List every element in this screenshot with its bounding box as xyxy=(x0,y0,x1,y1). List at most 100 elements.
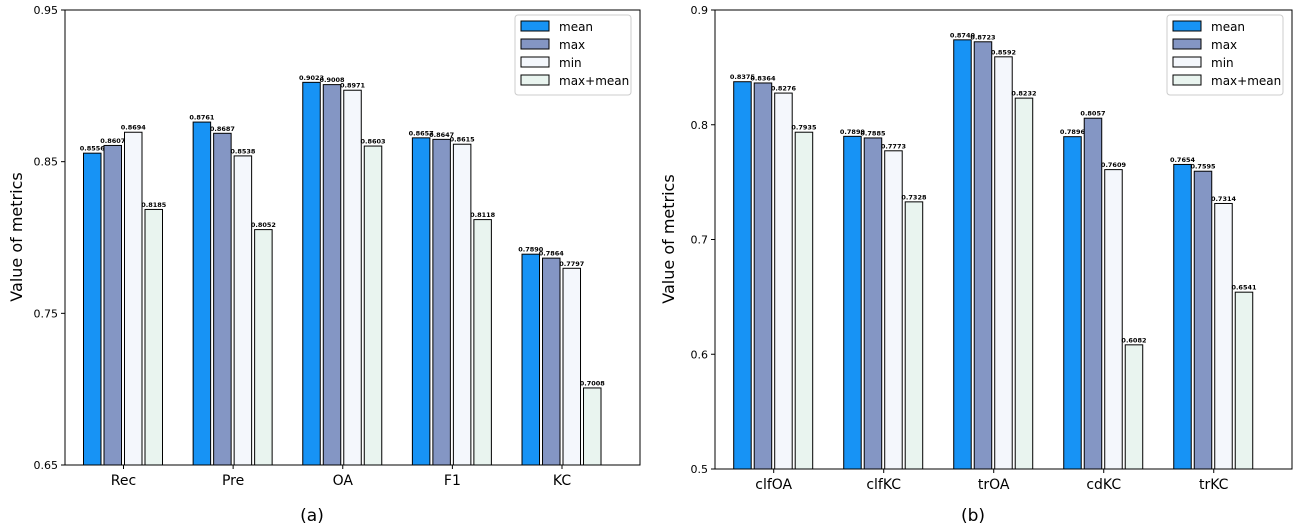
bar-max-trKC xyxy=(1193,170,1213,470)
data-label: 0.8615 xyxy=(450,136,476,144)
bar-max-KC xyxy=(542,257,561,466)
data-label: 0.7609 xyxy=(1101,161,1127,169)
y-tick-label: 0.9 xyxy=(691,4,709,17)
bar-max-cdKC xyxy=(1083,117,1103,470)
bar-max-plus-mean-OA xyxy=(363,145,383,466)
y-tick-label: 0.8 xyxy=(691,119,709,132)
bar-mean-KC xyxy=(521,253,541,466)
data-label: 0.8052 xyxy=(251,221,276,229)
bar-min-trOA xyxy=(994,56,1013,470)
bar-mean-F1 xyxy=(411,137,431,466)
data-label: 0.8761 xyxy=(189,114,215,122)
x-tick-label: OA xyxy=(333,473,354,489)
data-label: 0.8118 xyxy=(470,211,496,219)
data-label: 0.8276 xyxy=(771,85,797,93)
data-label: 0.8657 xyxy=(409,129,434,137)
legend-label: min xyxy=(1211,56,1234,70)
panel-label: (b) xyxy=(961,506,985,526)
bar-max-clfOA xyxy=(753,82,773,470)
bar-min-KC xyxy=(562,267,582,466)
legend-swatch-max xyxy=(1172,38,1202,50)
data-label: 0.8538 xyxy=(230,147,256,155)
plot-frame xyxy=(64,9,641,466)
bar-mean-Pre xyxy=(192,121,212,466)
data-label: 0.6082 xyxy=(1121,336,1146,344)
legend-swatch-min xyxy=(520,56,550,68)
x-tick-label: Rec xyxy=(111,473,136,489)
data-label: 0.8556 xyxy=(80,145,106,153)
data-label: 0.7314 xyxy=(1211,195,1237,203)
x-tick-label: clfOA xyxy=(755,477,792,493)
data-label: 0.8607 xyxy=(100,137,125,145)
bar-max-plus-mean-trKC xyxy=(1234,291,1254,470)
legend-label: max+mean xyxy=(559,74,629,88)
legend-label: max xyxy=(559,38,585,52)
bar-min-Pre xyxy=(233,155,253,466)
bar-max-plus-mean-Pre xyxy=(254,229,273,466)
data-label: 0.8375 xyxy=(730,73,756,81)
bar-min-cdKC xyxy=(1104,169,1123,470)
data-label: 0.8364 xyxy=(750,74,776,82)
bar-max-plus-mean-Rec xyxy=(144,208,163,466)
legend-label: mean xyxy=(559,20,593,34)
data-label: 0.8740 xyxy=(950,31,976,39)
bar-mean-cdKC xyxy=(1063,136,1082,470)
data-label: 0.7654 xyxy=(1170,156,1196,164)
bar-mean-trOA xyxy=(953,39,972,470)
y-axis-label: Value of metrics xyxy=(7,172,26,301)
bar-min-Rec xyxy=(124,131,143,466)
y-tick-label: 0.65 xyxy=(34,459,59,472)
x-tick-label: trKC xyxy=(1199,477,1229,493)
data-label: 0.8971 xyxy=(340,82,366,90)
bar-max-plus-mean-trOA xyxy=(1014,97,1034,470)
data-label: 0.8057 xyxy=(1080,110,1105,118)
bar-mean-clfOA xyxy=(733,81,752,470)
data-label: 0.9023 xyxy=(299,74,324,82)
x-tick-label: KC xyxy=(553,473,571,489)
data-label: 0.7885 xyxy=(860,129,886,137)
bar-min-clfKC xyxy=(884,150,903,470)
data-label: 0.7328 xyxy=(901,193,927,201)
bar-max-plus-mean-KC xyxy=(583,387,602,466)
legend-label: min xyxy=(559,56,582,70)
data-label: 0.7896 xyxy=(1060,128,1086,136)
legend-swatch-max-plus-mean xyxy=(520,74,550,86)
data-label: 0.8687 xyxy=(210,125,235,133)
data-label: 0.7008 xyxy=(580,379,606,387)
bar-mean-Rec xyxy=(83,152,102,466)
legend-label: max+mean xyxy=(1211,74,1281,88)
data-label: 0.8723 xyxy=(970,33,995,41)
bar-max-Rec xyxy=(103,144,122,466)
bar-mean-clfKC xyxy=(843,135,862,470)
bar-max-plus-mean-clfKC xyxy=(904,201,924,470)
data-label: 0.6541 xyxy=(1231,284,1257,292)
y-tick-label: 0.75 xyxy=(34,307,59,320)
bar-mean-trKC xyxy=(1173,163,1192,470)
y-tick-label: 0.5 xyxy=(691,463,709,476)
bar-max-F1 xyxy=(432,138,451,466)
legend-swatch-max xyxy=(520,38,550,50)
data-label: 0.7797 xyxy=(559,260,584,268)
x-tick-label: cdKC xyxy=(1086,477,1121,493)
data-label: 0.7899 xyxy=(840,128,866,136)
legend-swatch-max-plus-mean xyxy=(1172,74,1202,86)
y-tick-label: 0.7 xyxy=(691,234,709,247)
y-tick-label: 0.6 xyxy=(691,348,709,361)
legend-label: max xyxy=(1211,38,1237,52)
y-axis-label: Value of metrics xyxy=(659,174,678,303)
x-tick-label: trOA xyxy=(978,477,1010,493)
legend-swatch-min xyxy=(1172,56,1202,68)
legend-swatch-mean xyxy=(1172,20,1202,32)
data-label: 0.8694 xyxy=(121,124,147,132)
data-label: 0.8232 xyxy=(1011,90,1036,98)
bar-max-plus-mean-clfOA xyxy=(794,131,814,470)
bar-min-F1 xyxy=(452,143,472,466)
bar-max-trOA xyxy=(973,41,993,470)
data-label: 0.8647 xyxy=(429,131,454,139)
y-tick-label: 0.85 xyxy=(34,156,59,169)
bar-max-OA xyxy=(322,84,342,466)
bar-max-Pre xyxy=(213,132,232,466)
